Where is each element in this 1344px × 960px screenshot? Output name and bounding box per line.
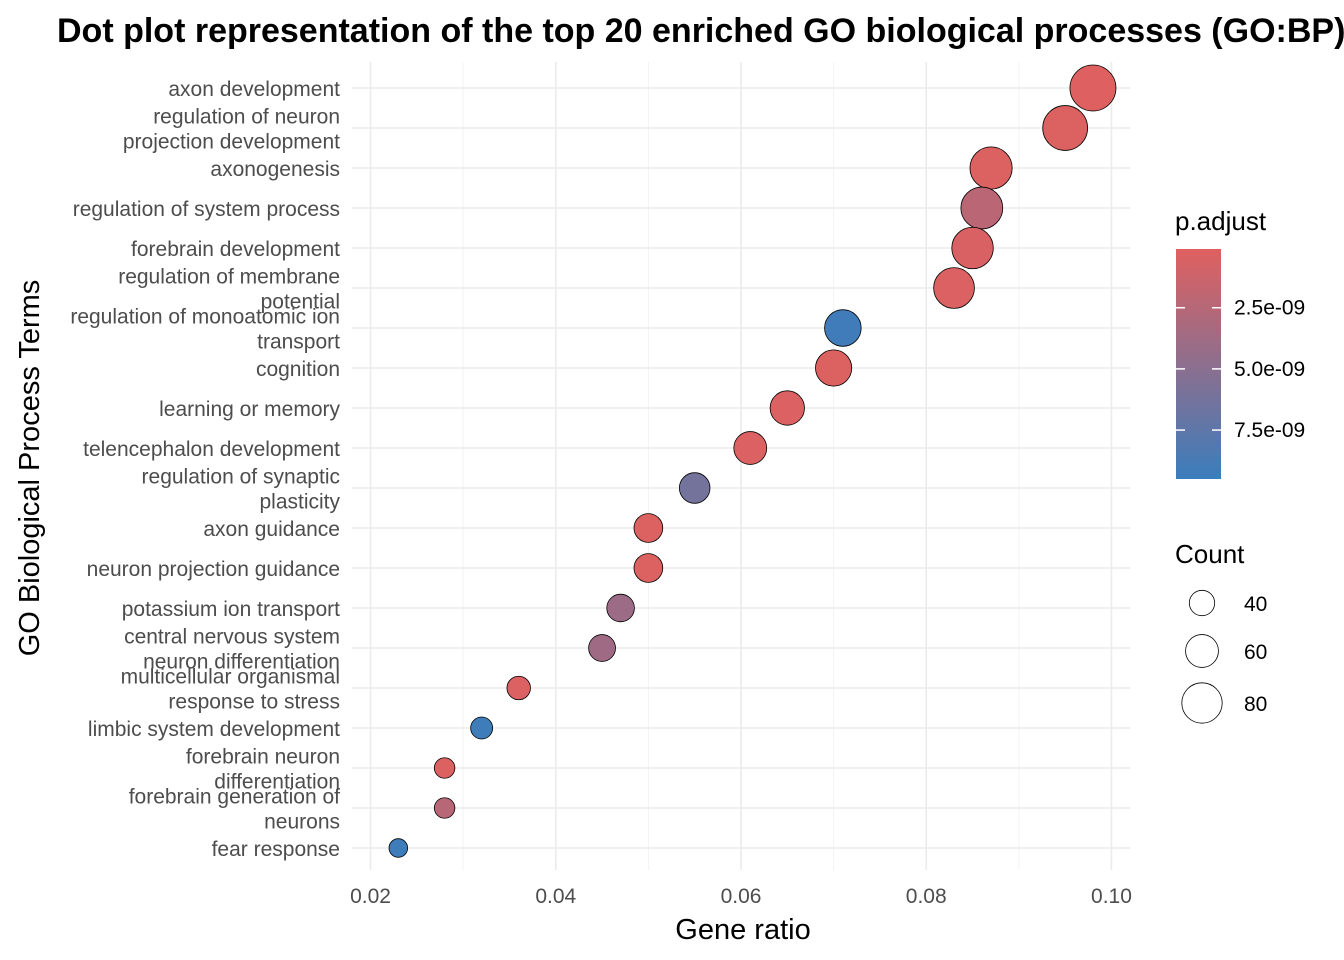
color-legend-ticks: 2.5e-09 5.0e-09 7.5e-09 bbox=[1176, 297, 1305, 442]
data-point bbox=[588, 634, 616, 662]
data-point bbox=[633, 513, 664, 543]
y-tick-label: regulation of monoatomic ion transport bbox=[70, 306, 340, 354]
x-tick-label: 0.04 bbox=[535, 885, 576, 908]
y-tick-label: multicellular organismal response to stre… bbox=[121, 666, 340, 714]
data-point bbox=[606, 593, 635, 623]
y-tick-label: learning or memory bbox=[159, 398, 340, 421]
size-legend-key bbox=[1185, 634, 1219, 668]
y-tick-label: regulation of neuron projection developme… bbox=[123, 106, 340, 154]
x-tick-label: 0.06 bbox=[721, 885, 762, 908]
size-legend: Count 40 60 80 bbox=[1175, 539, 1267, 724]
y-tick-label: neuron projection guidance bbox=[87, 558, 340, 581]
data-point bbox=[1069, 64, 1117, 112]
data-point bbox=[470, 716, 494, 740]
size-legend-items: 40 60 80 bbox=[1181, 589, 1267, 724]
grid-lines bbox=[352, 62, 1130, 870]
y-tick-label: regulation of membrane potential bbox=[118, 266, 340, 314]
x-tick-label: 0.10 bbox=[1091, 885, 1132, 908]
y-tick-label: limbic system development bbox=[88, 718, 340, 741]
x-tick-label: 0.02 bbox=[350, 885, 391, 908]
data-point bbox=[824, 309, 862, 347]
color-legend-title: p.adjust bbox=[1175, 206, 1267, 236]
x-axis-title: Gene ratio bbox=[675, 914, 810, 946]
y-tick-labels: axon development regulation of neuron proj… bbox=[70, 78, 340, 861]
color-tick-label: 7.5e-09 bbox=[1234, 419, 1305, 442]
y-tick-label: forebrain neuron differentiation bbox=[186, 746, 340, 794]
chart-title: Dot plot representation of the top 20 en… bbox=[57, 12, 1344, 50]
data-point bbox=[1042, 105, 1089, 151]
data-point bbox=[769, 390, 805, 426]
y-tick-label: axon development bbox=[168, 78, 340, 101]
data-point bbox=[960, 186, 1004, 230]
y-tick-label: forebrain development bbox=[131, 238, 340, 261]
y-tick-label: axon guidance bbox=[203, 518, 340, 541]
size-legend-label: 80 bbox=[1244, 693, 1267, 716]
color-bar bbox=[1176, 249, 1221, 479]
data-point bbox=[733, 431, 768, 465]
size-legend-key bbox=[1188, 589, 1216, 617]
data-points bbox=[388, 64, 1117, 858]
data-point bbox=[506, 675, 531, 701]
y-tick-label: fear response bbox=[212, 838, 340, 861]
y-tick-label: axonogenesis bbox=[210, 158, 340, 181]
color-tick-label: 2.5e-09 bbox=[1234, 297, 1305, 320]
data-point bbox=[678, 472, 711, 504]
data-point bbox=[433, 757, 456, 779]
data-point bbox=[433, 797, 456, 819]
y-tick-label: regulation of synaptic plasticity bbox=[142, 466, 341, 514]
data-point bbox=[933, 267, 975, 309]
y-tick-label: telencephalon development bbox=[83, 438, 340, 461]
y-tick-label: cognition bbox=[256, 358, 340, 381]
size-legend-title: Count bbox=[1175, 539, 1245, 569]
y-tick-label: central nervous system neuron differentia… bbox=[124, 626, 340, 674]
size-legend-label: 60 bbox=[1244, 641, 1267, 664]
data-point bbox=[951, 226, 994, 270]
size-legend-key bbox=[1181, 682, 1223, 724]
size-legend-label: 40 bbox=[1244, 593, 1267, 616]
y-tick-label: potassium ion transport bbox=[122, 598, 340, 621]
x-tick-labels: 0.02 0.04 0.06 0.08 0.10 bbox=[350, 885, 1132, 908]
color-legend: p.adjust 2.5e-09 5.0e-09 7.5e-09 bbox=[1175, 206, 1305, 479]
data-point bbox=[388, 838, 409, 858]
data-point bbox=[815, 349, 853, 387]
y-tick-label: regulation of system process bbox=[73, 198, 340, 221]
color-tick-label: 5.0e-09 bbox=[1234, 358, 1305, 381]
x-tick-label: 0.08 bbox=[906, 885, 947, 908]
data-point bbox=[969, 146, 1013, 190]
data-point bbox=[633, 553, 664, 583]
y-tick-label: forebrain generation of neurons bbox=[129, 786, 340, 834]
y-axis-title: GO Biological Process Terms bbox=[14, 280, 46, 657]
